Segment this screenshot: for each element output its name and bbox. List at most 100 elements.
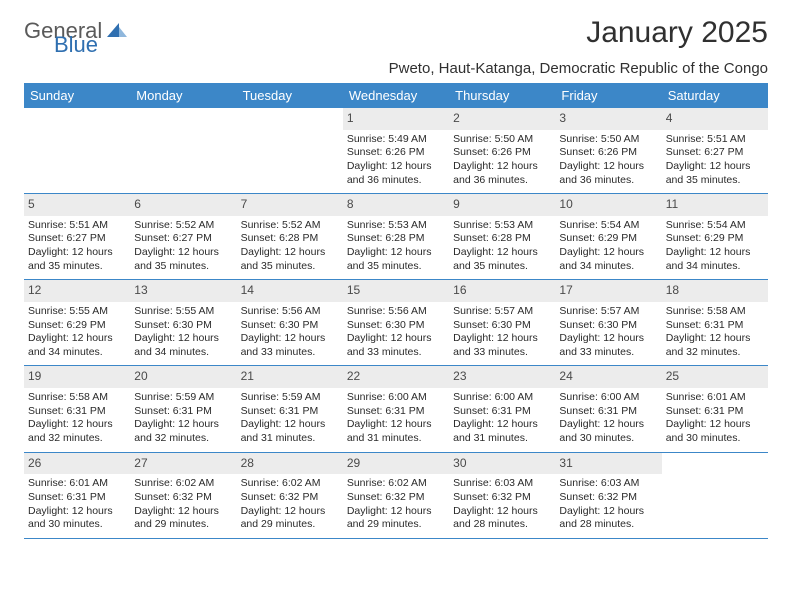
sunrise-line: Sunrise: 6:00 AM xyxy=(559,391,657,405)
daylight-line: Daylight: 12 hours and 34 minutes. xyxy=(134,332,232,359)
daylight-line: Daylight: 12 hours and 29 minutes. xyxy=(134,505,232,532)
day-number: 25 xyxy=(662,366,768,388)
calendar-day: 28Sunrise: 6:02 AMSunset: 6:32 PMDayligh… xyxy=(237,453,343,538)
sunrise-line: Sunrise: 6:01 AM xyxy=(666,391,764,405)
sunset-line: Sunset: 6:29 PM xyxy=(28,319,126,333)
calendar-day: 11Sunrise: 5:54 AMSunset: 6:29 PMDayligh… xyxy=(662,194,768,279)
calendar-day: 1Sunrise: 5:49 AMSunset: 6:26 PMDaylight… xyxy=(343,108,449,193)
sunset-line: Sunset: 6:32 PM xyxy=(241,491,339,505)
daylight-line: Daylight: 12 hours and 34 minutes. xyxy=(666,246,764,273)
sunset-line: Sunset: 6:26 PM xyxy=(347,146,445,160)
calendar-day: 5 Sunrise: 5:51 AMSunset: 6:27 PMDaylight… xyxy=(24,194,130,279)
calendar-day: 7Sunrise: 5:52 AMSunset: 6:28 PMDaylight… xyxy=(237,194,343,279)
sunrise-line: Sunrise: 5:55 AM xyxy=(28,305,126,319)
sunset-line: Sunset: 6:31 PM xyxy=(347,405,445,419)
day-number: 28 xyxy=(237,453,343,475)
calendar-day: 26Sunrise: 6:01 AMSunset: 6:31 PMDayligh… xyxy=(24,453,130,538)
day-number: 1 xyxy=(343,108,449,130)
day-number: 21 xyxy=(237,366,343,388)
day-number: 23 xyxy=(449,366,555,388)
sunrise-line: Sunrise: 5:58 AM xyxy=(666,305,764,319)
daylight-line: Daylight: 12 hours and 35 minutes. xyxy=(666,160,764,187)
daylight-line: Daylight: 12 hours and 33 minutes. xyxy=(347,332,445,359)
calendar-day: 6Sunrise: 5:52 AMSunset: 6:27 PMDaylight… xyxy=(130,194,236,279)
sunset-line: Sunset: 6:30 PM xyxy=(134,319,232,333)
dow-wednesday: Wednesday xyxy=(343,83,449,108)
daylight-line: Daylight: 12 hours and 36 minutes. xyxy=(559,160,657,187)
sunrise-line: Sunrise: 6:03 AM xyxy=(453,477,551,491)
sunrise-line: Sunrise: 5:50 AM xyxy=(453,133,551,147)
title-block: January 2025 xyxy=(586,18,768,50)
sunset-line: Sunset: 6:27 PM xyxy=(134,232,232,246)
sunset-line: Sunset: 6:26 PM xyxy=(453,146,551,160)
calendar-day: 25Sunrise: 6:01 AMSunset: 6:31 PMDayligh… xyxy=(662,366,768,451)
daylight-line: Daylight: 12 hours and 34 minutes. xyxy=(28,332,126,359)
calendar-week: 19Sunrise: 5:58 AMSunset: 6:31 PMDayligh… xyxy=(24,366,768,452)
sunset-line: Sunset: 6:31 PM xyxy=(559,405,657,419)
daylight-line: Daylight: 12 hours and 28 minutes. xyxy=(453,505,551,532)
daylight-line: Daylight: 12 hours and 36 minutes. xyxy=(347,160,445,187)
calendar-day: 2Sunrise: 5:50 AMSunset: 6:26 PMDaylight… xyxy=(449,108,555,193)
sunset-line: Sunset: 6:30 PM xyxy=(347,319,445,333)
day-number: 18 xyxy=(662,280,768,302)
daylight-line: Daylight: 12 hours and 35 minutes. xyxy=(453,246,551,273)
calendar-grid: Sunday Monday Tuesday Wednesday Thursday… xyxy=(24,83,768,539)
sunrise-line: Sunrise: 6:00 AM xyxy=(453,391,551,405)
calendar-day: 3Sunrise: 5:50 AMSunset: 6:26 PMDaylight… xyxy=(555,108,661,193)
dow-header-row: Sunday Monday Tuesday Wednesday Thursday… xyxy=(24,83,768,108)
sunrise-line: Sunrise: 6:02 AM xyxy=(241,477,339,491)
calendar-day: 16Sunrise: 5:57 AMSunset: 6:30 PMDayligh… xyxy=(449,280,555,365)
calendar-day: 13Sunrise: 5:55 AMSunset: 6:30 PMDayligh… xyxy=(130,280,236,365)
calendar-day: 19Sunrise: 5:58 AMSunset: 6:31 PMDayligh… xyxy=(24,366,130,451)
day-number: 31 xyxy=(555,453,661,475)
sunset-line: Sunset: 6:32 PM xyxy=(559,491,657,505)
calendar-day: 24Sunrise: 6:00 AMSunset: 6:31 PMDayligh… xyxy=(555,366,661,451)
daylight-line: Daylight: 12 hours and 30 minutes. xyxy=(28,505,126,532)
sunrise-line: Sunrise: 5:51 AM xyxy=(28,219,126,233)
calendar-day: . xyxy=(662,453,768,538)
sunset-line: Sunset: 6:31 PM xyxy=(28,491,126,505)
day-number: 9 xyxy=(449,194,555,216)
day-number: 5 xyxy=(24,194,130,216)
daylight-line: Daylight: 12 hours and 36 minutes. xyxy=(453,160,551,187)
calendar-day: 14Sunrise: 5:56 AMSunset: 6:30 PMDayligh… xyxy=(237,280,343,365)
day-number: 19 xyxy=(24,366,130,388)
day-number: 6 xyxy=(130,194,236,216)
dow-thursday: Thursday xyxy=(449,83,555,108)
location-subtitle: Pweto, Haut-Katanga, Democratic Republic… xyxy=(24,60,768,77)
sunset-line: Sunset: 6:30 PM xyxy=(453,319,551,333)
sunrise-line: Sunrise: 6:01 AM xyxy=(28,477,126,491)
sunrise-line: Sunrise: 5:54 AM xyxy=(666,219,764,233)
daylight-line: Daylight: 12 hours and 33 minutes. xyxy=(241,332,339,359)
day-number: 8 xyxy=(343,194,449,216)
daylight-line: Daylight: 12 hours and 32 minutes. xyxy=(666,332,764,359)
dow-friday: Friday xyxy=(555,83,661,108)
calendar-day: . xyxy=(130,108,236,193)
calendar-day: 29Sunrise: 6:02 AMSunset: 6:32 PMDayligh… xyxy=(343,453,449,538)
sunset-line: Sunset: 6:29 PM xyxy=(559,232,657,246)
calendar-week: 12Sunrise: 5:55 AMSunset: 6:29 PMDayligh… xyxy=(24,280,768,366)
sunset-line: Sunset: 6:32 PM xyxy=(347,491,445,505)
sunrise-line: Sunrise: 5:59 AM xyxy=(241,391,339,405)
calendar-day: 22Sunrise: 6:00 AMSunset: 6:31 PMDayligh… xyxy=(343,366,449,451)
calendar-day: . xyxy=(24,108,130,193)
day-number: 15 xyxy=(343,280,449,302)
day-number: 3 xyxy=(555,108,661,130)
daylight-line: Daylight: 12 hours and 30 minutes. xyxy=(559,418,657,445)
sunrise-line: Sunrise: 6:03 AM xyxy=(559,477,657,491)
sunset-line: Sunset: 6:29 PM xyxy=(666,232,764,246)
daylight-line: Daylight: 12 hours and 35 minutes. xyxy=(241,246,339,273)
day-number: 13 xyxy=(130,280,236,302)
calendar-day: 9Sunrise: 5:53 AMSunset: 6:28 PMDaylight… xyxy=(449,194,555,279)
daylight-line: Daylight: 12 hours and 35 minutes. xyxy=(28,246,126,273)
daylight-line: Daylight: 12 hours and 31 minutes. xyxy=(453,418,551,445)
daylight-line: Daylight: 12 hours and 29 minutes. xyxy=(347,505,445,532)
daylight-line: Daylight: 12 hours and 30 minutes. xyxy=(666,418,764,445)
day-number: 22 xyxy=(343,366,449,388)
sunrise-line: Sunrise: 5:50 AM xyxy=(559,133,657,147)
dow-tuesday: Tuesday xyxy=(237,83,343,108)
sunset-line: Sunset: 6:27 PM xyxy=(28,232,126,246)
sunrise-line: Sunrise: 5:53 AM xyxy=(347,219,445,233)
day-number: 27 xyxy=(130,453,236,475)
sunrise-line: Sunrise: 6:02 AM xyxy=(134,477,232,491)
